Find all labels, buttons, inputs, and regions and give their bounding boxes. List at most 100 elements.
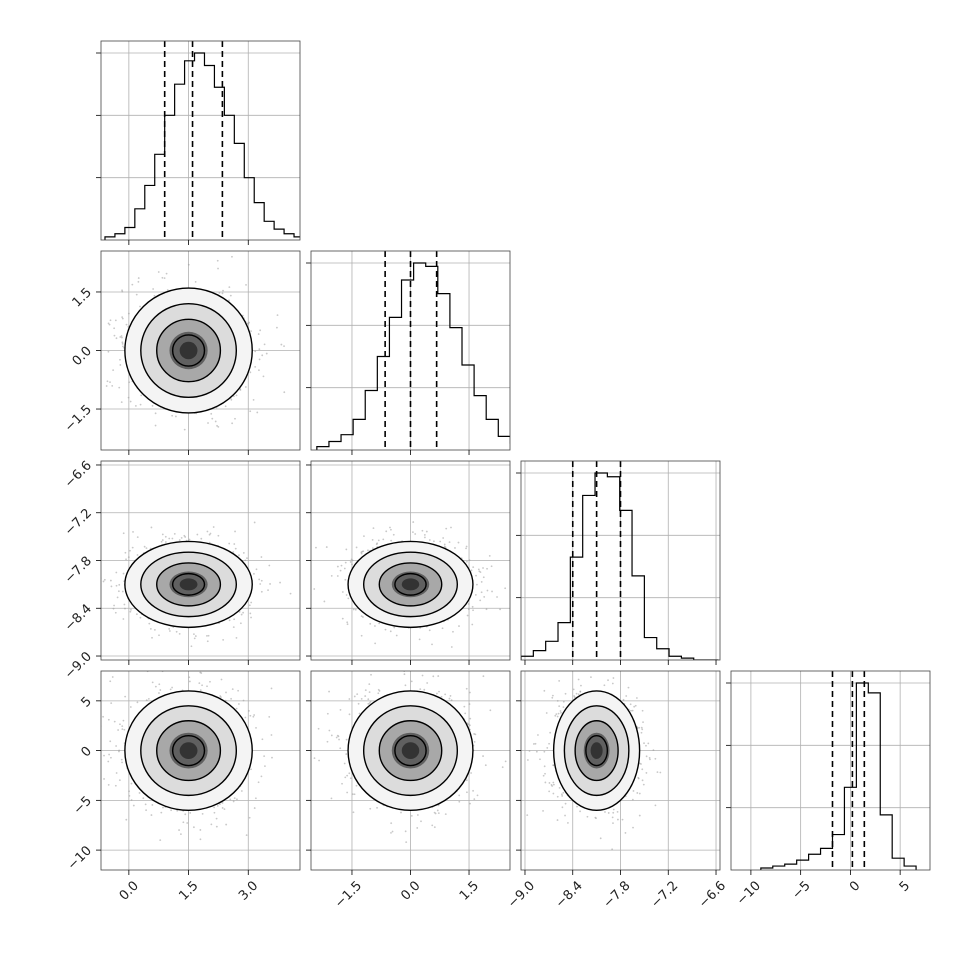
scatter-point xyxy=(604,811,606,813)
scatter-point xyxy=(548,790,551,793)
scatter-point xyxy=(443,543,446,546)
scatter-point xyxy=(145,699,148,702)
scatter-point xyxy=(528,750,531,752)
scatter-point xyxy=(479,599,482,602)
scatter-point xyxy=(339,569,342,572)
scatter-point xyxy=(256,411,259,414)
scatter-point xyxy=(212,526,215,528)
scatter-point xyxy=(114,319,117,322)
scatter-point xyxy=(499,608,501,611)
scatter-point xyxy=(368,702,371,704)
scatter-point xyxy=(128,381,131,384)
scatter-point xyxy=(221,292,224,295)
scatter-point xyxy=(102,715,105,718)
scatter-point xyxy=(221,807,224,809)
scatter-point xyxy=(534,742,537,745)
histogram-panel xyxy=(306,250,511,455)
scatter-point xyxy=(632,826,634,829)
scatter-point xyxy=(360,552,363,555)
scatter-point xyxy=(393,626,396,629)
scatter-point xyxy=(648,756,651,759)
scatter-point xyxy=(252,398,255,401)
scatter-point xyxy=(469,717,472,720)
scatter-point xyxy=(416,814,419,816)
scatter-point xyxy=(414,533,417,535)
scatter-point xyxy=(258,358,261,361)
scatter-point xyxy=(244,559,247,562)
scatter-point xyxy=(392,533,395,536)
scatter-point xyxy=(121,341,124,344)
scatter-point xyxy=(175,630,178,633)
scatter-point xyxy=(405,841,408,844)
scatter-point xyxy=(216,424,218,427)
scatter-point xyxy=(276,326,278,329)
scatter-point xyxy=(235,707,238,710)
scatter-point xyxy=(180,833,182,836)
scatter-point xyxy=(109,680,112,683)
scatter-point xyxy=(221,802,224,804)
scatter-point xyxy=(247,323,250,325)
scatter-point xyxy=(149,627,152,630)
scatter-point xyxy=(109,579,112,582)
scatter-point xyxy=(237,703,240,705)
scatter-point xyxy=(345,753,348,755)
scatter-point xyxy=(242,552,245,554)
scatter-point xyxy=(121,342,124,345)
scatter-point xyxy=(182,821,185,824)
scatter-point xyxy=(262,375,265,378)
scatter-point xyxy=(463,705,466,708)
scatter-point xyxy=(151,804,154,806)
scatter-point xyxy=(184,536,187,538)
scatter-point xyxy=(428,539,431,541)
scatter-point xyxy=(210,412,213,415)
scatter-point xyxy=(170,809,173,812)
scatter-point xyxy=(559,710,562,712)
scatter-point xyxy=(339,747,342,750)
scatter-point xyxy=(127,396,130,399)
scatter-point xyxy=(249,371,252,374)
scatter-point xyxy=(339,708,342,711)
scatter-point xyxy=(206,685,208,688)
scatter-point xyxy=(213,811,216,814)
scatter-point xyxy=(458,800,461,803)
scatter-point xyxy=(346,621,349,624)
scatter-point xyxy=(403,673,406,676)
scatter-point xyxy=(423,536,426,539)
scatter-point xyxy=(239,622,242,625)
scatter-point xyxy=(193,633,195,636)
scatter-point xyxy=(153,628,156,631)
scatter-point xyxy=(346,791,349,794)
histogram-step xyxy=(521,472,719,660)
scatter-point xyxy=(457,541,460,544)
scatter-point xyxy=(228,286,231,289)
scatter-point xyxy=(352,608,355,611)
scatter-point xyxy=(240,613,243,616)
scatter-point xyxy=(125,818,128,821)
scatter-point xyxy=(120,758,123,761)
scatter-point xyxy=(280,343,283,346)
scatter-point xyxy=(103,778,105,780)
scatter-point xyxy=(119,336,122,338)
scatter-point xyxy=(433,826,436,829)
scatter-point xyxy=(330,734,333,737)
scatter-point xyxy=(484,764,487,767)
scatter-point xyxy=(367,698,370,701)
scatter-point xyxy=(594,816,597,819)
scatter-point xyxy=(458,794,461,797)
scatter-point xyxy=(130,799,133,801)
scatter-point xyxy=(255,726,257,729)
scatter-point xyxy=(263,343,266,346)
scatter-point xyxy=(207,634,210,637)
scatter-point xyxy=(129,400,132,403)
scatter-point xyxy=(246,557,248,560)
scatter-point xyxy=(257,781,260,784)
scatter-point xyxy=(223,808,226,811)
contour-line xyxy=(574,720,619,782)
scatter-point xyxy=(159,689,162,691)
scatter-point xyxy=(360,697,363,700)
scatter-point xyxy=(263,755,266,758)
scatter-point xyxy=(119,364,122,366)
scatter-point xyxy=(580,684,582,687)
